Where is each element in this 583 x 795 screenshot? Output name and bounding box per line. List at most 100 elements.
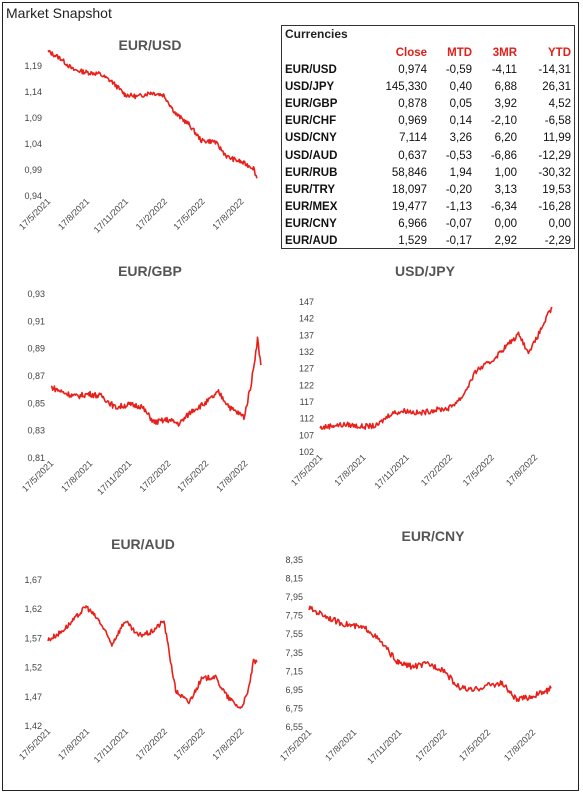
y-tick-label: 127 [299, 364, 314, 374]
y-tick-label: 0,94 [24, 191, 42, 201]
y-tick-label: 8,15 [285, 574, 303, 584]
y-tick-label: 0,99 [24, 165, 42, 175]
y-tick-label: 0,91 [27, 316, 45, 326]
y-tick-label: 147 [299, 297, 314, 307]
table-row: USD/CNY 7,114 3,26 6,20 11,99 [282, 130, 574, 147]
cell-3mr: 3,92 [494, 97, 518, 110]
cell-ytd: 0,00 [548, 218, 571, 231]
cell-pair: EUR/USD [285, 63, 337, 76]
y-tick-label: 1,09 [24, 113, 42, 123]
cell-mtd: 0,14 [449, 115, 473, 128]
table-row: EUR/RUB 58,846 1,94 1,00 -30,32 [282, 164, 574, 181]
cell-3mr: 6,88 [494, 80, 518, 93]
cell-mtd: 0,40 [449, 80, 473, 93]
cell-close: 0,878 [398, 97, 428, 110]
cell-pair: EUR/GBP [285, 97, 338, 110]
table-row: USD/AUD 0,637 -0,53 -6,86 -12,29 [282, 147, 574, 164]
header-mtd: MTD [447, 46, 473, 59]
cell-ytd: 4,52 [548, 97, 571, 110]
cell-3mr: 6,20 [494, 132, 518, 145]
table-row: USD/JPY 145,330 0,40 6,88 26,31 [282, 78, 574, 95]
y-tick-label: 1,47 [24, 692, 42, 702]
cell-pair: USD/JPY [285, 80, 335, 93]
cell-pair: EUR/RUB [285, 166, 338, 179]
y-tick-label: 1,04 [24, 139, 42, 149]
y-tick-label: 7,55 [285, 629, 303, 639]
y-tick-label: 8,35 [285, 555, 303, 565]
cell-mtd: -0,17 [445, 235, 473, 248]
y-tick-label: 0,93 [27, 289, 45, 299]
cell-mtd: 3,26 [449, 132, 473, 145]
x-tick-label: 17/5/2021 [278, 727, 313, 762]
cell-pair: EUR/CNY [285, 218, 337, 231]
y-tick-label: 122 [299, 380, 314, 390]
y-tick-label: 1,19 [24, 61, 42, 71]
x-tick-label: 17/8/2021 [323, 727, 358, 762]
y-tick-label: 0,81 [27, 453, 45, 463]
y-tick-label: 0,85 [27, 398, 45, 408]
cell-3mr: -4,11 [491, 63, 518, 76]
y-tick-label: 1,67 [24, 575, 42, 585]
series-line [308, 605, 552, 702]
cell-mtd: 0,05 [449, 97, 473, 110]
cell-mtd: -0,20 [445, 183, 473, 196]
y-tick-label: 1,57 [24, 633, 42, 643]
cell-close: 0,637 [398, 149, 428, 162]
series-line [47, 49, 258, 179]
y-tick-label: 7,75 [285, 611, 303, 621]
y-tick-label: 102 [299, 447, 314, 457]
cell-pair: EUR/MEX [285, 201, 338, 214]
cell-mtd: 1,94 [449, 166, 473, 179]
table-row: EUR/TRY 18,097 -0,20 3,13 19,53 [282, 181, 574, 198]
table-row: EUR/USD 0,974 -0,59 -4,11 -14,31 [282, 61, 574, 78]
cell-3mr: -6,86 [490, 149, 518, 162]
y-tick-label: 6,75 [285, 703, 303, 713]
y-tick-label: 0,87 [27, 371, 45, 381]
chart-title: EUR/GBP [118, 263, 182, 279]
cell-3mr: -2,10 [490, 115, 518, 128]
cell-ytd: -6,58 [544, 115, 571, 128]
cell-3mr: -6,34 [490, 201, 518, 214]
cell-mtd: -0,07 [445, 218, 473, 231]
header-close: Close [395, 46, 428, 59]
chart-title: EUR/AUD [111, 536, 175, 552]
x-tick-label: 17/5/2022 [457, 727, 492, 762]
cell-close: 145,330 [385, 80, 428, 93]
header-pair [282, 44, 364, 61]
y-tick-label: 6,55 [285, 722, 303, 732]
cell-mtd: -1,13 [445, 201, 473, 214]
x-tick-label: 17/11/2021 [365, 727, 403, 765]
cell-ytd: -12,29 [538, 149, 571, 162]
currencies-table: Currencies Close MTD 3MR YTD EUR/USD 0,97… [281, 25, 575, 249]
cell-close: 7,114 [399, 132, 428, 145]
chart-title: EUR/CNY [401, 528, 465, 544]
cell-ytd: -30,32 [538, 166, 571, 179]
y-tick-label: 1,52 [24, 663, 42, 673]
cell-pair: USD/CNY [285, 132, 337, 145]
chart-title: USD/JPY [395, 263, 456, 279]
cell-ytd: -16,28 [538, 201, 571, 214]
table-caption: Currencies [285, 27, 348, 41]
cell-close: 0,974 [398, 63, 428, 76]
series-line [51, 336, 262, 427]
y-tick-label: 117 [300, 397, 314, 407]
series-line [47, 605, 258, 709]
cell-pair: USD/AUD [285, 149, 338, 162]
cell-pair: EUR/TRY [285, 183, 336, 196]
y-tick-label: 0,83 [27, 426, 45, 436]
y-tick-label: 1,42 [24, 721, 42, 731]
cell-close: 6,966 [398, 218, 428, 231]
cell-3mr: 0,00 [494, 218, 518, 231]
cell-ytd: 26,31 [542, 80, 571, 93]
cell-ytd: 19,53 [542, 183, 571, 196]
y-tick-label: 1,62 [24, 604, 42, 614]
y-tick-label: 7,35 [285, 648, 303, 658]
y-tick-label: 0,89 [27, 344, 45, 354]
y-tick-label: 112 [300, 414, 314, 424]
y-tick-label: 107 [299, 430, 314, 440]
